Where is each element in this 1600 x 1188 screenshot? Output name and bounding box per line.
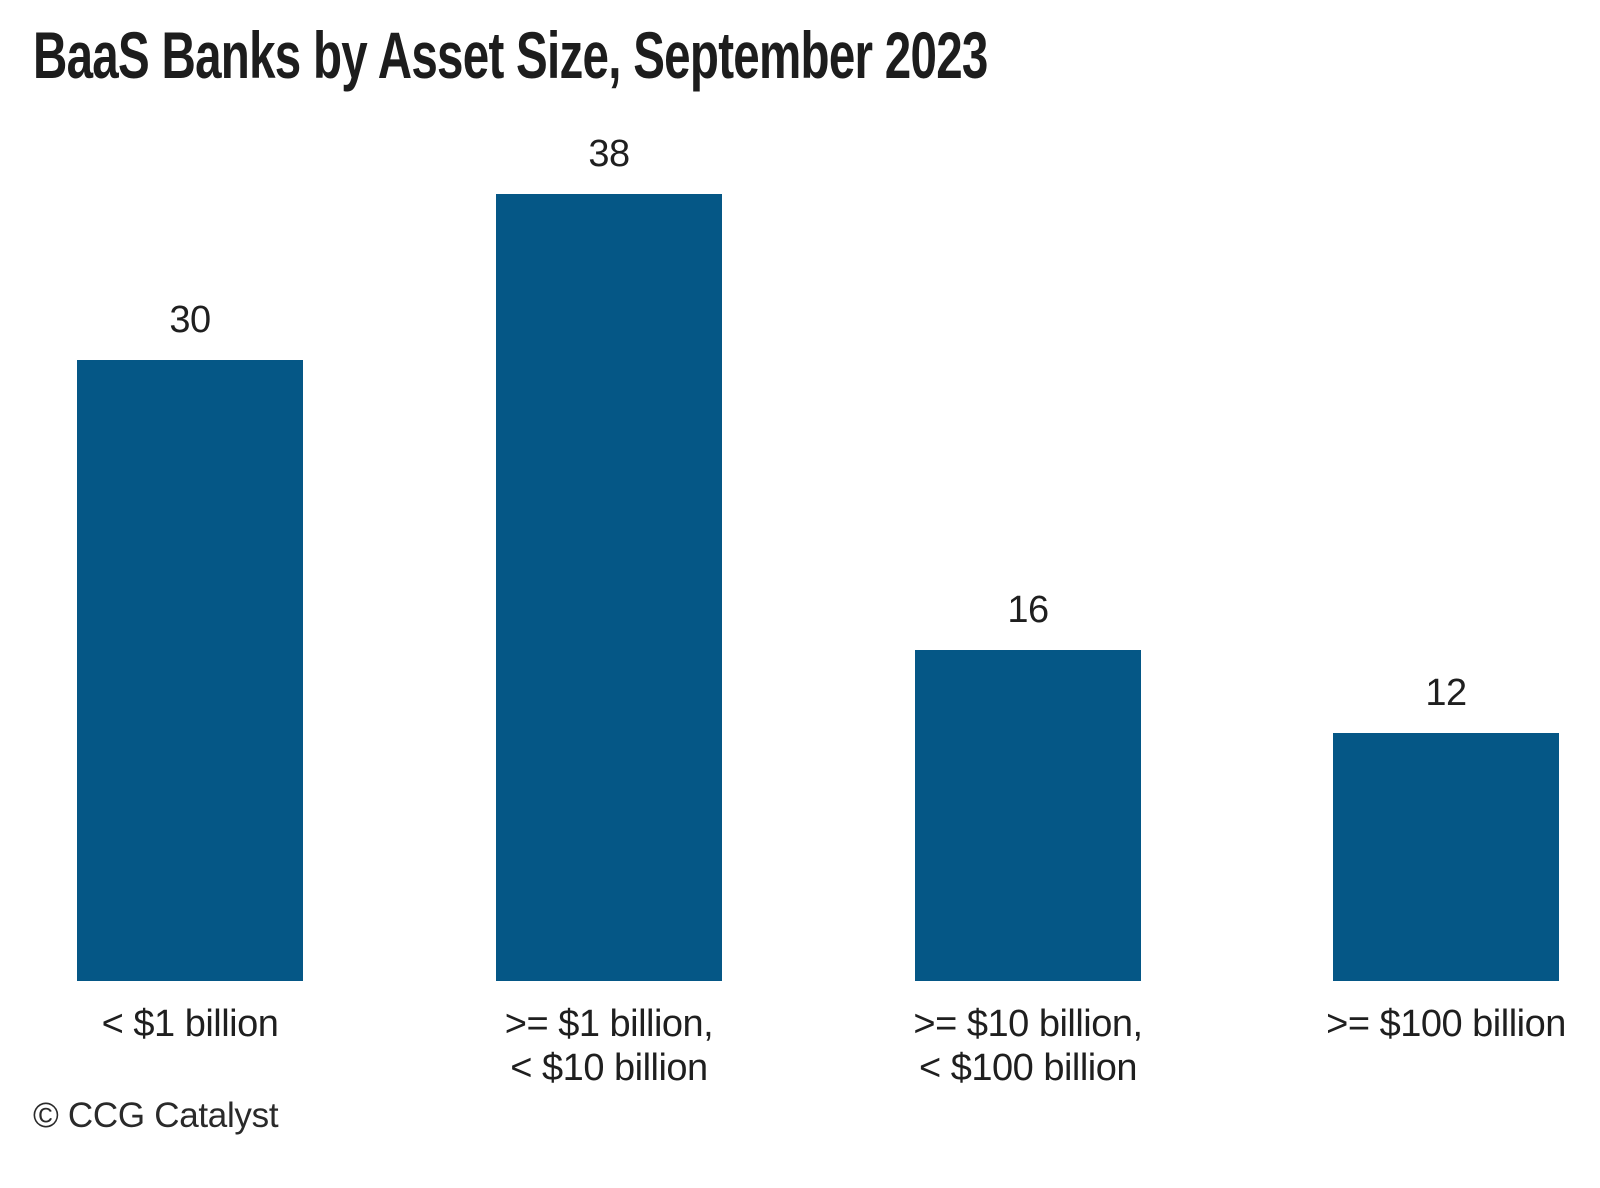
bar-column: 12 — [1333, 674, 1559, 981]
bar-column: 16 — [915, 591, 1141, 981]
bar-value-label: 12 — [1425, 672, 1467, 714]
bar-value-label: 16 — [1007, 589, 1049, 631]
category-label: >= $10 billion, < $100 billion — [913, 1003, 1143, 1089]
bar-column: 30 — [77, 301, 303, 981]
bar — [1333, 733, 1559, 981]
category-label: >= $1 billion, < $10 billion — [504, 1003, 714, 1089]
bar-value-label: 30 — [169, 299, 211, 341]
bar-column: 38 — [496, 135, 722, 981]
category-label: >= $100 billion — [1326, 1003, 1566, 1045]
chart-title: BaaS Banks by Asset Size, September 2023 — [33, 18, 988, 92]
category-label: < $1 billion — [101, 1003, 279, 1045]
bar — [77, 360, 303, 981]
bar-value-label: 38 — [588, 133, 630, 175]
bar — [496, 194, 722, 981]
source-attribution: © CCG Catalyst — [33, 1096, 279, 1135]
bar — [915, 650, 1141, 981]
